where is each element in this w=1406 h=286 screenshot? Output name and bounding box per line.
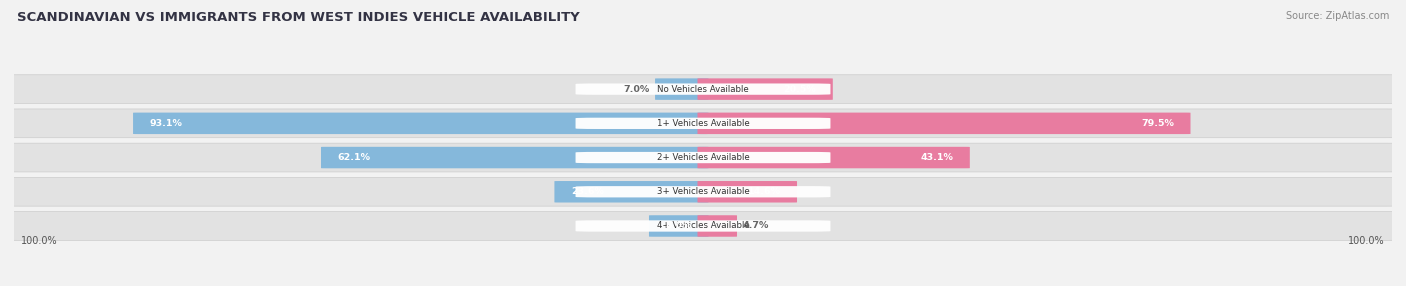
Text: 14.6%: 14.6% <box>748 187 780 196</box>
Text: 2+ Vehicles Available: 2+ Vehicles Available <box>657 153 749 162</box>
Text: 20.5%: 20.5% <box>783 85 817 94</box>
Text: Source: ZipAtlas.com: Source: ZipAtlas.com <box>1285 11 1389 21</box>
FancyBboxPatch shape <box>575 84 831 95</box>
FancyBboxPatch shape <box>575 186 831 197</box>
Text: 3+ Vehicles Available: 3+ Vehicles Available <box>657 187 749 196</box>
Text: 100.0%: 100.0% <box>21 237 58 247</box>
Text: 23.6%: 23.6% <box>571 187 603 196</box>
FancyBboxPatch shape <box>0 75 1406 104</box>
Text: 43.1%: 43.1% <box>921 153 953 162</box>
FancyBboxPatch shape <box>575 118 831 129</box>
FancyBboxPatch shape <box>554 181 709 202</box>
FancyBboxPatch shape <box>321 147 709 168</box>
Text: 79.5%: 79.5% <box>1142 119 1174 128</box>
Text: 4.7%: 4.7% <box>742 221 769 231</box>
FancyBboxPatch shape <box>575 152 831 163</box>
Text: 93.1%: 93.1% <box>149 119 183 128</box>
FancyBboxPatch shape <box>697 147 970 168</box>
FancyBboxPatch shape <box>655 78 709 100</box>
FancyBboxPatch shape <box>0 109 1406 138</box>
FancyBboxPatch shape <box>134 113 709 134</box>
FancyBboxPatch shape <box>697 113 1191 134</box>
FancyBboxPatch shape <box>575 220 831 232</box>
Text: 62.1%: 62.1% <box>337 153 371 162</box>
FancyBboxPatch shape <box>0 212 1406 240</box>
Text: SCANDINAVIAN VS IMMIGRANTS FROM WEST INDIES VEHICLE AVAILABILITY: SCANDINAVIAN VS IMMIGRANTS FROM WEST IND… <box>17 11 579 24</box>
FancyBboxPatch shape <box>697 181 797 202</box>
FancyBboxPatch shape <box>697 78 832 100</box>
FancyBboxPatch shape <box>0 143 1406 172</box>
Text: 4+ Vehicles Available: 4+ Vehicles Available <box>657 221 749 231</box>
Text: No Vehicles Available: No Vehicles Available <box>657 85 749 94</box>
Text: 7.0%: 7.0% <box>623 85 650 94</box>
FancyBboxPatch shape <box>0 177 1406 206</box>
Text: 8.0%: 8.0% <box>665 221 692 231</box>
FancyBboxPatch shape <box>697 215 737 237</box>
Text: 1+ Vehicles Available: 1+ Vehicles Available <box>657 119 749 128</box>
Text: 100.0%: 100.0% <box>1348 237 1385 247</box>
FancyBboxPatch shape <box>650 215 709 237</box>
